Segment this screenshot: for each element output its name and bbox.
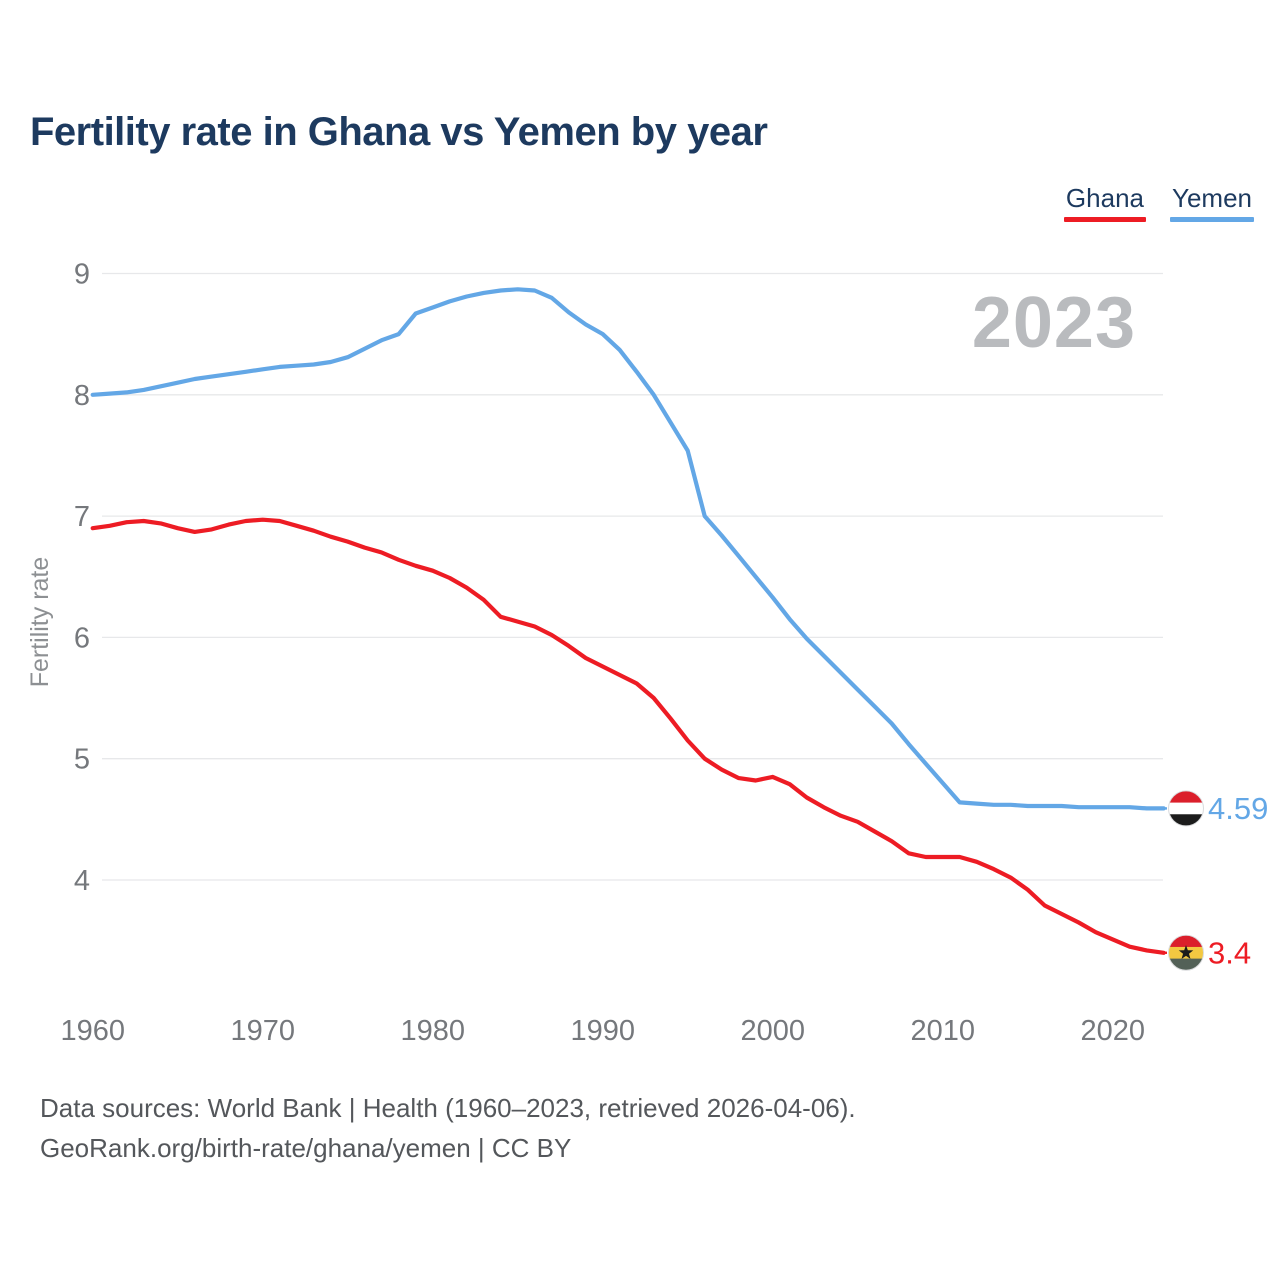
x-tick-1960: 1960: [60, 1015, 125, 1047]
watermark-hover-year: 2023: [971, 283, 1136, 363]
legend-item-ghana[interactable]: Ghana: [1063, 183, 1146, 222]
yemen-flag-icon: [1168, 790, 1204, 827]
y-tick-6: 6: [74, 622, 90, 654]
x-tick-2020: 2020: [1080, 1015, 1145, 1047]
chart-footer: Data sources: World Bank | Health (1960–…: [40, 1088, 856, 1168]
legend: Ghana Yemen: [1063, 183, 1254, 222]
x-tick-1970: 1970: [230, 1015, 295, 1047]
chart-title: Fertility rate in Ghana vs Yemen by year: [30, 110, 768, 154]
ghana-star-icon: [1178, 945, 1194, 959]
footer-data-sources: Data sources: World Bank | Health (1960–…: [40, 1093, 856, 1123]
yemen-line[interactable]: [90, 287, 1166, 811]
x-tick-1990: 1990: [570, 1015, 635, 1047]
legend-swatch-yemen-bar: [1170, 216, 1254, 222]
y-axis-title: Fertility rate: [26, 557, 54, 688]
legend-label-ghana: Ghana: [1065, 183, 1144, 213]
x-tick-2010: 2010: [910, 1015, 975, 1047]
y-tick-4: 4: [74, 865, 90, 897]
y-tick-8: 8: [74, 380, 90, 412]
x-tick-1980: 1980: [400, 1015, 465, 1047]
x-tick-2000: 2000: [740, 1015, 805, 1047]
legend-label-yemen: Yemen: [1172, 183, 1252, 213]
ghana-flag-icon: [1168, 934, 1204, 971]
ghana-end-value: 3.4: [1208, 935, 1251, 970]
legend-swatch-ghana-bar: [1063, 216, 1146, 222]
legend-item-yemen[interactable]: Yemen: [1170, 184, 1254, 222]
y-tick-7: 7: [74, 501, 90, 533]
yemen-end-value: 4.59: [1208, 791, 1268, 826]
ghana-line[interactable]: [90, 517, 1166, 955]
y-tick-9: 9: [74, 259, 90, 291]
footer-attribution: GeoRank.org/birth-rate/ghana/yemen | CC …: [40, 1133, 572, 1163]
y-tick-5: 5: [74, 744, 90, 776]
